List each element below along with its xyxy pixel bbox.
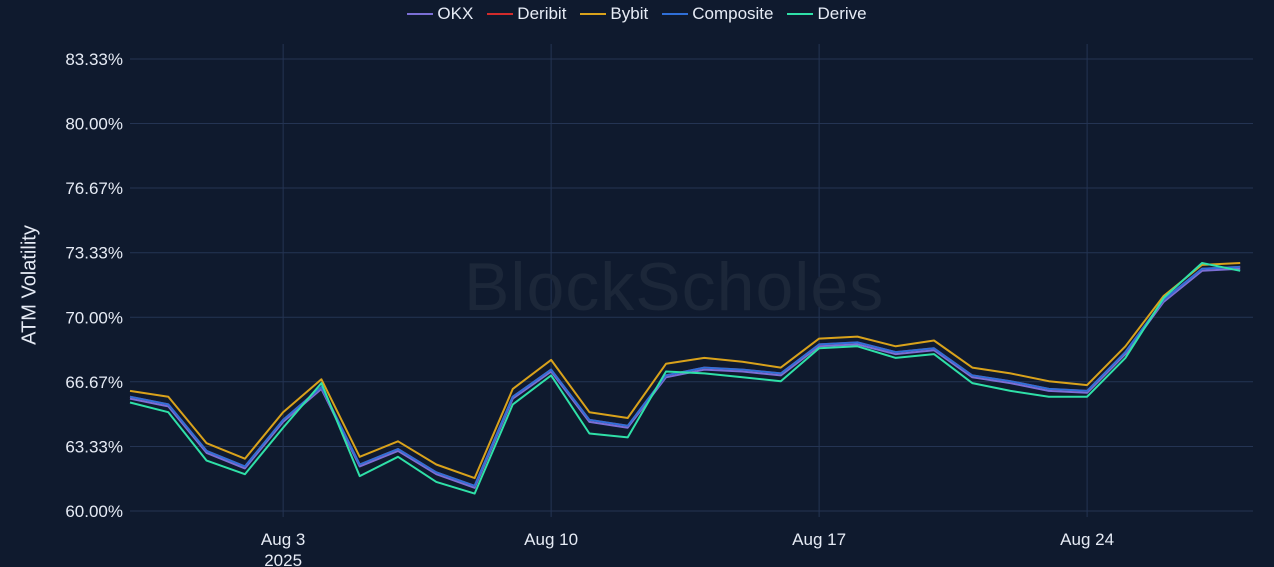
y-tick-label: 80.00% bbox=[65, 115, 123, 134]
legend-swatch bbox=[580, 13, 607, 15]
x-tick-label: Aug 24 bbox=[1060, 530, 1114, 549]
series-line-composite bbox=[129, 265, 1241, 487]
y-tick-label: 66.67% bbox=[65, 373, 123, 392]
x-tick-sublabel: 2025 bbox=[264, 551, 302, 567]
legend-item-okx[interactable]: OKX bbox=[407, 4, 473, 24]
y-tick-label: 76.67% bbox=[65, 179, 123, 198]
y-tick-label: 83.33% bbox=[65, 50, 123, 69]
y-tick-label: 63.33% bbox=[65, 437, 123, 456]
y-tick-label: 70.00% bbox=[65, 308, 123, 327]
legend-label: OKX bbox=[437, 4, 474, 23]
legend-label: Bybit bbox=[610, 4, 649, 23]
series-line-bybit bbox=[129, 262, 1241, 480]
y-tick-label: 60.00% bbox=[65, 502, 123, 521]
x-axis-ticks: Aug 3 2025 Aug 10 Aug 17 Aug 24 bbox=[261, 530, 1114, 567]
legend-item-composite[interactable]: Composite bbox=[662, 4, 773, 24]
y-tick-label: 73.33% bbox=[65, 244, 123, 263]
y-axis-label: ATM Volatility bbox=[18, 225, 41, 345]
x-tick-label: Aug 10 bbox=[524, 530, 578, 549]
legend-swatch bbox=[407, 13, 434, 15]
series-lines bbox=[129, 262, 1241, 495]
legend-swatch bbox=[787, 13, 814, 15]
legend-item-deribit[interactable]: Deribit bbox=[487, 4, 566, 24]
y-axis-ticks: 60.00% 63.33% 66.67% 70.00% 73.33% 76.67% 80.0… bbox=[65, 50, 123, 521]
legend-label: Composite bbox=[692, 4, 774, 23]
legend: OKX Deribit Bybit Composite Derive bbox=[0, 2, 1274, 26]
series-line-deribit bbox=[129, 265, 1241, 487]
legend-label: Derive bbox=[817, 4, 867, 23]
legend-item-derive[interactable]: Derive bbox=[787, 4, 867, 24]
legend-label: Deribit bbox=[517, 4, 567, 23]
legend-item-bybit[interactable]: Bybit bbox=[580, 4, 648, 24]
legend-swatch bbox=[487, 13, 514, 15]
x-tick-label: Aug 3 bbox=[261, 530, 305, 549]
x-tick-label: Aug 17 bbox=[792, 530, 846, 549]
legend-swatch bbox=[662, 13, 689, 15]
series-line-derive bbox=[129, 262, 1241, 495]
grid-lines bbox=[130, 44, 1253, 517]
series-line-okx bbox=[129, 267, 1241, 489]
